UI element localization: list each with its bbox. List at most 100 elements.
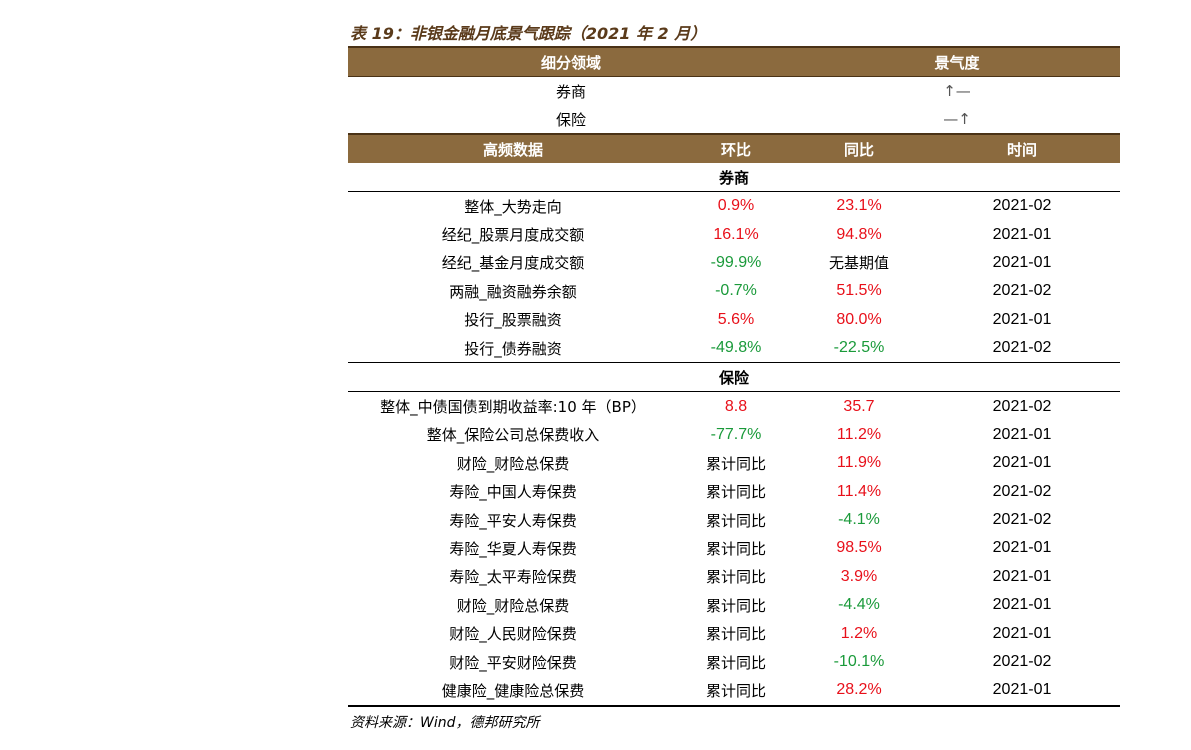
header-sentiment: 景气度 bbox=[934, 53, 980, 72]
mom-cell: 累计同比 bbox=[705, 511, 766, 530]
table-row: 两融_融资融券余额 -0.7% 51.5% 2021-02 bbox=[348, 277, 1120, 305]
time-cell: 2021-02 bbox=[992, 339, 1052, 357]
sentiment-trend: —↑ bbox=[943, 110, 971, 128]
item-cell: 投行_债券融资 bbox=[464, 339, 562, 358]
source-note: 资料来源：Wind，德邦研究所 bbox=[350, 715, 540, 731]
time-cell: 2021-01 bbox=[992, 539, 1052, 557]
time-cell: 2021-01 bbox=[992, 681, 1052, 699]
header-time: 时间 bbox=[1006, 140, 1037, 159]
mom-cell: 累计同比 bbox=[705, 454, 766, 473]
yoy-cell: -10.1% bbox=[833, 653, 885, 671]
time-cell: 2021-02 bbox=[992, 511, 1052, 529]
mom-cell: 累计同比 bbox=[705, 625, 766, 644]
item-cell: 经纪_股票月度成交额 bbox=[441, 226, 585, 245]
table-row: 寿险_太平寿险保费 累计同比 3.9% 2021-01 bbox=[348, 563, 1120, 591]
header-field: 细分领域 bbox=[540, 53, 601, 72]
yoy-cell: 28.2% bbox=[836, 681, 882, 699]
yoy-cell: 11.2% bbox=[836, 425, 882, 443]
item-cell: 寿险_太平寿险保费 bbox=[449, 568, 577, 587]
yoy-cell: 无基期值 bbox=[828, 254, 889, 273]
yoy-cell: 1.2% bbox=[840, 624, 878, 642]
item-cell: 整体_保险公司总保费收入 bbox=[426, 426, 600, 445]
item-cell: 寿险_中国人寿保费 bbox=[449, 483, 577, 502]
table-row: 寿险_华夏人寿保费 累计同比 98.5% 2021-01 bbox=[348, 534, 1120, 562]
time-cell: 2021-01 bbox=[992, 596, 1052, 614]
mom-cell: 8.8 bbox=[724, 397, 748, 415]
table-row: 寿险_平安人寿保费 累计同比 -4.1% 2021-02 bbox=[348, 506, 1120, 534]
yoy-cell: 3.9% bbox=[840, 567, 878, 585]
item-cell: 财险_财险总保费 bbox=[456, 454, 570, 473]
mom-cell: 累计同比 bbox=[705, 539, 766, 558]
time-cell: 2021-01 bbox=[992, 567, 1052, 585]
item-cell: 健康险_健康险总保费 bbox=[441, 681, 585, 700]
time-cell: 2021-01 bbox=[992, 454, 1052, 472]
table-row: 整体_中债国债到期收益率:10 年（BP） 8.8 35.7 2021-02 bbox=[348, 392, 1120, 420]
header-mom: 环比 bbox=[720, 140, 751, 159]
table-row: 财险_平安财险保费 累计同比 -10.1% 2021-02 bbox=[348, 648, 1120, 676]
mom-cell: 5.6% bbox=[717, 310, 755, 328]
item-cell: 整体_中债国债到期收益率:10 年（BP） bbox=[380, 398, 646, 417]
yoy-cell: 94.8% bbox=[836, 225, 882, 243]
mom-cell: 累计同比 bbox=[705, 483, 766, 502]
mom-cell: 0.9% bbox=[717, 197, 755, 215]
time-cell: 2021-01 bbox=[992, 425, 1052, 443]
section-label: 券商 bbox=[348, 163, 1120, 192]
table-row: 经纪_基金月度成交额 -99.9% 无基期值 2021-01 bbox=[348, 249, 1120, 277]
time-cell: 2021-02 bbox=[992, 653, 1052, 671]
yoy-cell: 98.5% bbox=[836, 539, 882, 557]
mom-cell: 累计同比 bbox=[705, 653, 766, 672]
item-cell: 经纪_基金月度成交额 bbox=[441, 254, 585, 273]
item-cell: 寿险_平安人寿保费 bbox=[449, 511, 577, 530]
item-cell: 整体_大势走向 bbox=[464, 197, 562, 216]
yoy-cell: -22.5% bbox=[833, 339, 885, 357]
table-row: 寿险_中国人寿保费 累计同比 11.4% 2021-02 bbox=[348, 478, 1120, 506]
time-cell: 2021-02 bbox=[992, 397, 1052, 415]
yoy-cell: 35.7 bbox=[843, 397, 875, 415]
mom-cell: -99.9% bbox=[710, 253, 762, 271]
mom-cell: -49.8% bbox=[710, 339, 762, 357]
header-yoy: 同比 bbox=[843, 140, 874, 159]
time-cell: 2021-01 bbox=[992, 225, 1052, 243]
mom-cell: -0.7% bbox=[715, 282, 757, 300]
table-row: 整体_保险公司总保费收入 -77.7% 11.2% 2021-01 bbox=[348, 421, 1120, 449]
data-header-row: 高频数据 环比 同比 时间 bbox=[348, 133, 1120, 163]
table-row: 整体_大势走向 0.9% 23.1% 2021-02 bbox=[348, 192, 1120, 220]
table-row: 投行_股票融资 5.6% 80.0% 2021-01 bbox=[348, 306, 1120, 334]
item-cell: 寿险_华夏人寿保费 bbox=[449, 539, 577, 558]
table-row: 投行_债券融资 -49.8% -22.5% 2021-02 bbox=[348, 334, 1120, 362]
time-cell: 2021-01 bbox=[992, 253, 1052, 271]
sentiment-trend: ↑— bbox=[943, 82, 971, 100]
header-item: 高频数据 bbox=[482, 140, 543, 159]
yoy-cell: 11.4% bbox=[836, 482, 882, 500]
table-row: 财险_财险总保费 累计同比 11.9% 2021-01 bbox=[348, 449, 1120, 477]
table-row: 财险_财险总保费 累计同比 -4.4% 2021-01 bbox=[348, 591, 1120, 619]
yoy-cell: 80.0% bbox=[836, 310, 882, 328]
sentiment-row: 券商 ↑— bbox=[348, 77, 1120, 105]
item-cell: 财险_人民财险保费 bbox=[449, 625, 577, 644]
table-row: 经纪_股票月度成交额 16.1% 94.8% 2021-01 bbox=[348, 220, 1120, 248]
time-cell: 2021-01 bbox=[992, 624, 1052, 642]
table-title: 表 19：非银金融月底景气跟踪（2021 年 2 月） bbox=[350, 24, 707, 43]
mom-cell: 累计同比 bbox=[705, 568, 766, 587]
item-cell: 财险_财险总保费 bbox=[456, 596, 570, 615]
table-row: 财险_人民财险保费 累计同比 1.2% 2021-01 bbox=[348, 619, 1120, 647]
time-cell: 2021-02 bbox=[992, 482, 1052, 500]
time-cell: 2021-02 bbox=[992, 282, 1052, 300]
item-cell: 财险_平安财险保费 bbox=[449, 653, 577, 672]
item-cell: 两融_融资融券余额 bbox=[449, 282, 577, 301]
sentiment-table: 细分领域 景气度 券商 ↑— 保险 —↑ 高频数据 环比 同比 时间 券商 整体_… bbox=[348, 46, 1120, 707]
mom-cell: 累计同比 bbox=[705, 681, 766, 700]
yoy-cell: 51.5% bbox=[836, 282, 882, 300]
table-row: 健康险_健康险总保费 累计同比 28.2% 2021-01 bbox=[348, 676, 1120, 707]
time-cell: 2021-01 bbox=[992, 310, 1052, 328]
sentiment-row: 保险 —↑ bbox=[348, 105, 1120, 133]
top-header-row: 细分领域 景气度 bbox=[348, 46, 1120, 77]
time-cell: 2021-02 bbox=[992, 197, 1052, 215]
yoy-cell: -4.1% bbox=[838, 511, 880, 529]
data-sections: 券商整体_大势走向 0.9% 23.1% 2021-02 经纪_股票月度成交额 16.1%… bbox=[348, 163, 1120, 707]
mom-cell: 16.1% bbox=[713, 225, 759, 243]
mom-cell: -77.7% bbox=[710, 425, 762, 443]
yoy-cell: 23.1% bbox=[836, 197, 882, 215]
item-cell: 投行_股票融资 bbox=[464, 311, 562, 330]
sentiment-field: 券商 bbox=[555, 82, 586, 101]
